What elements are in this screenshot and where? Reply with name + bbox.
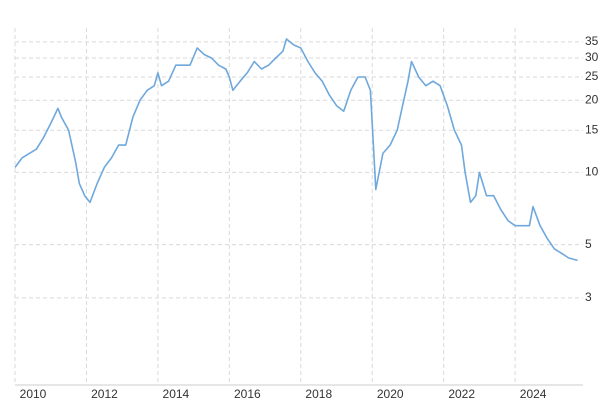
y-tick-label: 15 <box>585 122 599 136</box>
x-tick-label: 2014 <box>163 387 190 401</box>
y-tick-label: 35 <box>585 34 599 48</box>
y-tick-label: 20 <box>585 92 599 106</box>
x-tick-label: 2024 <box>520 387 547 401</box>
y-tick-label: 3 <box>585 290 592 304</box>
y-tick-label: 5 <box>585 237 592 251</box>
y-tick-label: 25 <box>585 69 599 83</box>
x-tick-label: 2010 <box>20 387 47 401</box>
x-tick-label: 2012 <box>91 387 118 401</box>
x-tick-label: 2016 <box>234 387 261 401</box>
line <box>14 38 578 262</box>
y-tick-label: 10 <box>585 165 599 179</box>
x-tick-label: 2022 <box>448 387 475 401</box>
y-tick-label: 30 <box>585 50 599 64</box>
x-tick-label: 2020 <box>377 387 404 401</box>
x-tick-label: 2018 <box>305 387 332 401</box>
